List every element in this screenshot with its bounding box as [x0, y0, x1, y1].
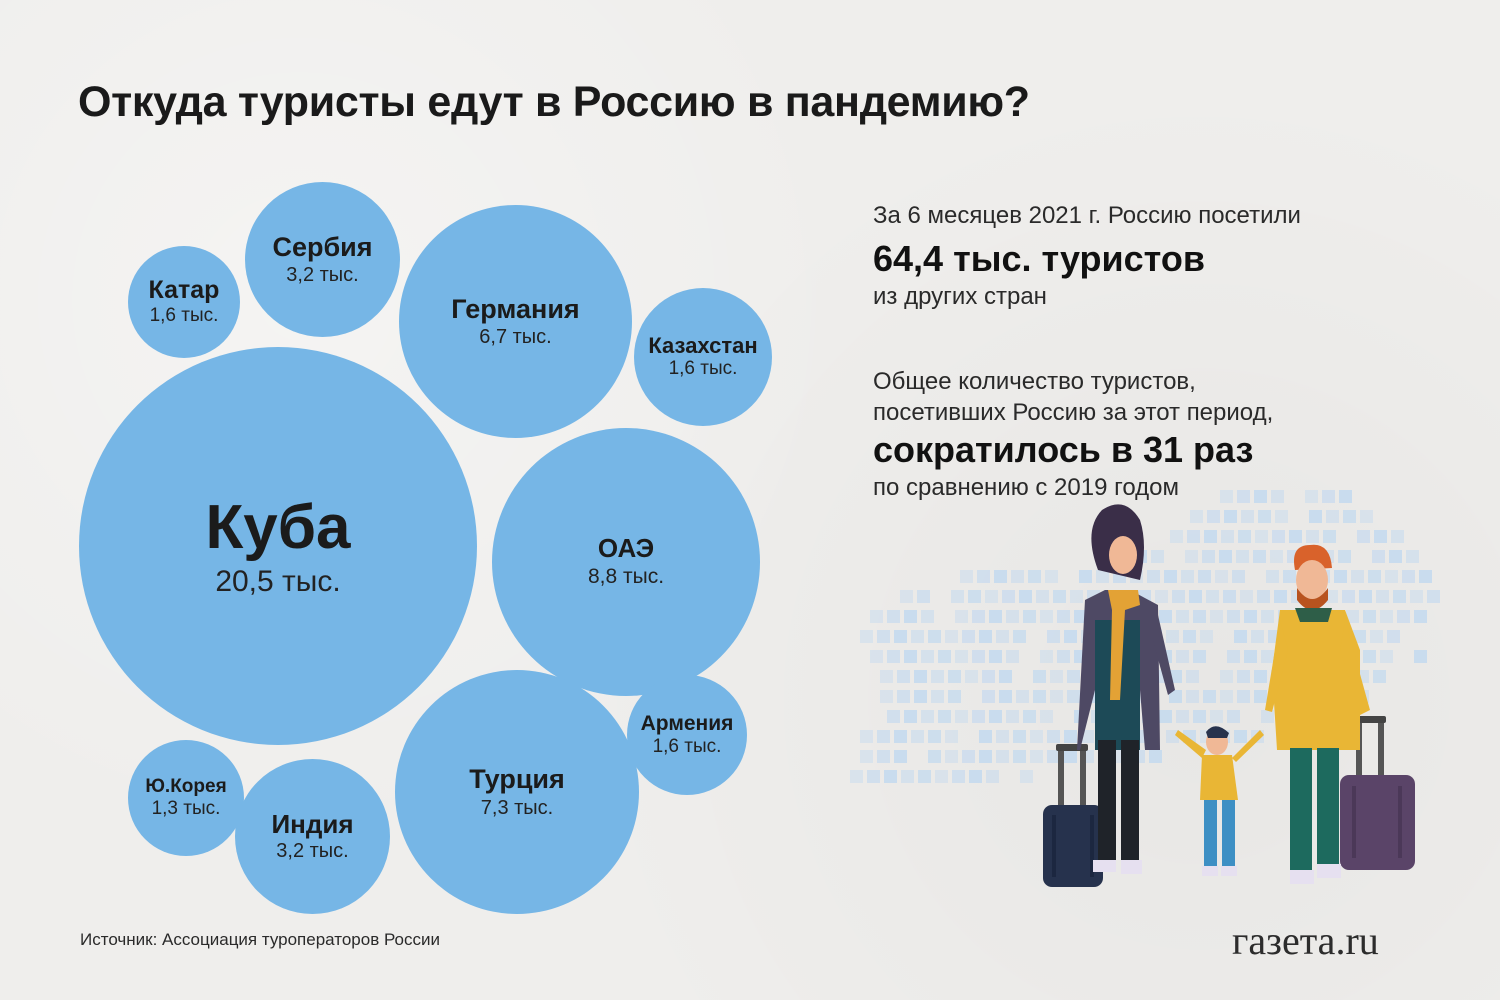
bubble-label: Германия: [451, 293, 580, 324]
info-block-decline: Общее количество туристов, посетивших Ро…: [873, 366, 1273, 503]
info-block: За 6 месяцев 2021 г. Россию посетили 64,…: [873, 200, 1301, 312]
suitcase-left-icon: [1043, 744, 1103, 887]
bubble-uae: ОАЭ 8,8 тыс.: [492, 428, 760, 696]
bubble-label: Катар: [148, 276, 220, 305]
bubble-value: 20,5 тыс.: [215, 564, 341, 598]
travelers-illustration: [850, 490, 1440, 887]
bubble-label: ОАЭ: [597, 533, 655, 564]
bubble-cuba: Куба 20,5 тыс.: [79, 347, 477, 745]
bubble-germany: Германия 6,7 тыс.: [399, 205, 632, 438]
bubble-india: Индия 3,2 тыс.: [235, 759, 390, 914]
info-decline: сократилось в 31 раз: [873, 429, 1254, 470]
bubble-label: Куба: [205, 493, 351, 563]
woman-figure-icon: [1077, 504, 1175, 874]
bubble-value: 6,7 тыс.: [479, 326, 552, 349]
info-line-total: Общее количество туристов,: [873, 368, 1196, 395]
bubble-armenia: Армения 1,6 тыс.: [627, 675, 747, 795]
bubble-value: 3,2 тыс.: [286, 264, 359, 287]
info-total-tourists: 64,4 тыс. туристов: [873, 238, 1205, 279]
bubble-label: Армения: [640, 711, 734, 735]
bubble-turkey: Турция 7,3 тыс.: [395, 670, 639, 914]
info-line-compare: по сравнению с 2019 годом: [873, 474, 1180, 501]
bubble-value: 7,3 тыс.: [480, 796, 554, 819]
info-line-visited: посетивших Россию за этот период,: [873, 399, 1274, 426]
bubble-value: 3,2 тыс.: [276, 840, 349, 863]
bubble-value: 1,6 тыс.: [149, 304, 219, 326]
bubble-value: 1,6 тыс.: [652, 735, 722, 757]
bubble-label: Сербия: [272, 231, 373, 262]
gazeta-logo: газета.ru: [1232, 918, 1379, 963]
info-line-period: За 6 месяцев 2021 г. Россию посетили: [873, 202, 1301, 229]
bubble-value: 1,3 тыс.: [151, 797, 221, 819]
page-title: Откуда туристы едут в Россию в пандемию?: [78, 78, 1030, 126]
man-figure-icon: [1265, 544, 1370, 884]
bubble-south-korea: Ю.Корея 1,3 тыс.: [128, 740, 244, 856]
bubble-label: Казахстан: [648, 332, 758, 358]
bubble-qatar: Катар 1,6 тыс.: [128, 246, 240, 358]
source-note: Источник: Ассоциация туроператоров Росси…: [80, 930, 440, 949]
bubble-value: 1,6 тыс.: [668, 358, 738, 380]
info-line-foreign: из других стран: [873, 283, 1047, 310]
bubble-label: Турция: [469, 764, 565, 795]
bubble-label: Ю.Корея: [145, 775, 227, 797]
bubble-kazakhstan: Казахстан 1,6 тыс.: [634, 288, 772, 426]
bubble-serbia: Сербия 3,2 тыс.: [245, 182, 400, 337]
child-figure-icon: [1175, 726, 1264, 876]
bubble-value: 8,8 тыс.: [587, 565, 665, 589]
bubble-label: Индия: [271, 808, 354, 839]
